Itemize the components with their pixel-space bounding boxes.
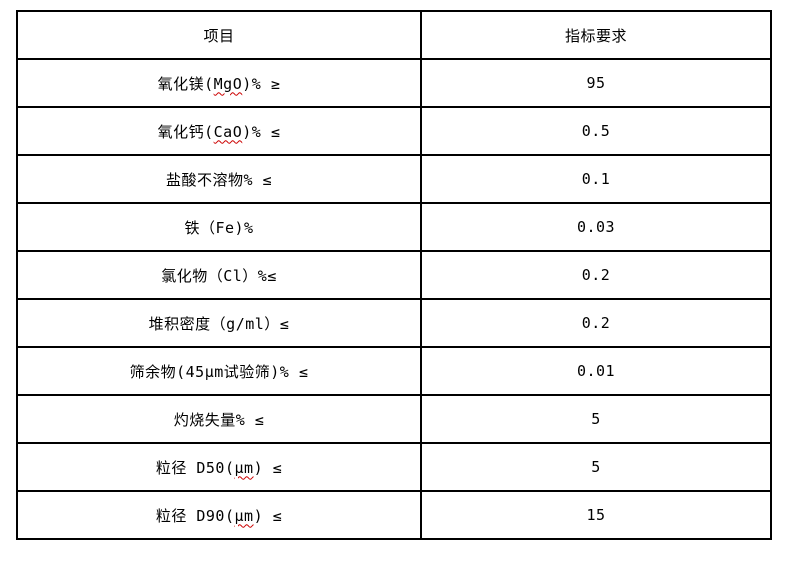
- col-header-requirement: 指标要求: [420, 10, 772, 60]
- item-text: 铁（Fe)%: [184, 218, 254, 237]
- spec-table: 项目 指标要求 氧化镁(MgO)% ≥ 95 氧化钙(CaO)% ≤ 0.5 盐…: [16, 10, 772, 540]
- table-row: 氧化镁(MgO)% ≥ 95: [16, 58, 772, 108]
- item-text: 氧化钙(: [157, 122, 214, 141]
- item-text: ) ≤: [253, 458, 283, 477]
- value-cell: 0.2: [420, 250, 772, 300]
- value-cell: 0.01: [420, 346, 772, 396]
- item-cell: 氧化钙(CaO)% ≤: [16, 106, 422, 156]
- item-text: )% ≤: [242, 122, 281, 141]
- item-cell: 铁（Fe)%: [16, 202, 422, 252]
- item-text: 粒径 D90(: [155, 506, 235, 525]
- item-text: 粒径 D50(: [155, 458, 235, 477]
- item-text: 堆积密度（g/ml）≤: [148, 314, 290, 333]
- header-row: 项目 指标要求: [16, 10, 772, 60]
- value-cell: 5: [420, 394, 772, 444]
- value-cell: 5: [420, 442, 772, 492]
- value-cell: 0.1: [420, 154, 772, 204]
- item-text: 灼烧失量% ≤: [173, 410, 265, 429]
- spellcheck-marked-text: μm: [234, 458, 254, 477]
- item-cell: 筛余物(45μm试验筛)% ≤: [16, 346, 422, 396]
- item-cell: 灼烧失量% ≤: [16, 394, 422, 444]
- table-row: 粒径 D90(μm) ≤ 15: [16, 490, 772, 540]
- spellcheck-marked-text: MgO: [213, 74, 243, 93]
- item-cell: 盐酸不溶物% ≤: [16, 154, 422, 204]
- spellcheck-marked-text: μm: [234, 506, 254, 525]
- table-row: 灼烧失量% ≤ 5: [16, 394, 772, 444]
- spellcheck-marked-text: CaO: [213, 122, 243, 141]
- item-text: 盐酸不溶物% ≤: [165, 170, 273, 189]
- item-cell: 粒径 D50(μm) ≤: [16, 442, 422, 492]
- item-cell: 氧化镁(MgO)% ≥: [16, 58, 422, 108]
- item-cell: 粒径 D90(μm) ≤: [16, 490, 422, 540]
- item-cell: 氯化物（Cl）%≤: [16, 250, 422, 300]
- item-text: )% ≥: [242, 74, 281, 93]
- item-text: 氯化物（Cl）%≤: [161, 266, 277, 285]
- table-row: 筛余物(45μm试验筛)% ≤ 0.01: [16, 346, 772, 396]
- item-text: ) ≤: [253, 506, 283, 525]
- value-cell: 0.5: [420, 106, 772, 156]
- item-text: 筛余物(45μm试验筛)% ≤: [129, 362, 309, 381]
- value-cell: 0.03: [420, 202, 772, 252]
- value-cell: 0.2: [420, 298, 772, 348]
- value-cell: 15: [420, 490, 772, 540]
- item-text: 氧化镁(: [157, 74, 214, 93]
- table-row: 堆积密度（g/ml）≤ 0.2: [16, 298, 772, 348]
- item-cell: 堆积密度（g/ml）≤: [16, 298, 422, 348]
- table-row: 粒径 D50(μm) ≤ 5: [16, 442, 772, 492]
- table-row: 盐酸不溶物% ≤ 0.1: [16, 154, 772, 204]
- table-row: 氧化钙(CaO)% ≤ 0.5: [16, 106, 772, 156]
- value-cell: 95: [420, 58, 772, 108]
- table-row: 氯化物（Cl）%≤ 0.2: [16, 250, 772, 300]
- table-row: 铁（Fe)% 0.03: [16, 202, 772, 252]
- col-header-item: 项目: [16, 10, 422, 60]
